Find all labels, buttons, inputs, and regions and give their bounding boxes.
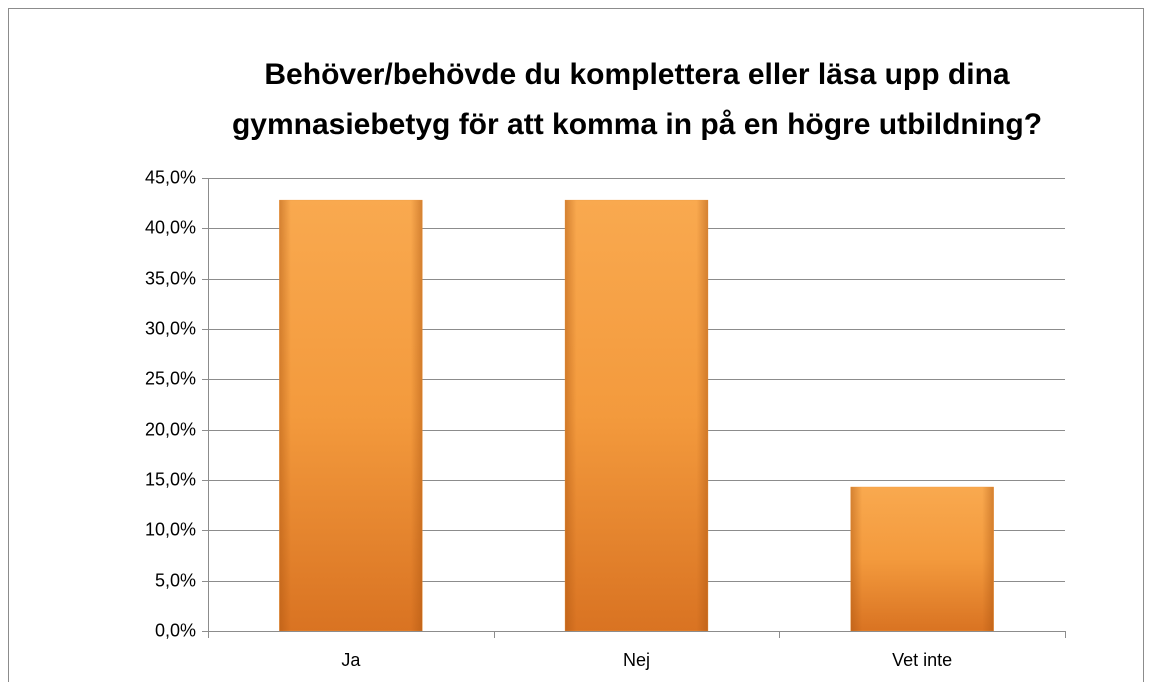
y-tick-label: 0,0%: [155, 620, 196, 640]
bar-shade: [850, 487, 994, 631]
y-tick-label: 25,0%: [145, 368, 196, 388]
bar-shade: [565, 200, 708, 631]
x-tick-label: Vet inte: [892, 650, 952, 670]
y-tick-label: 45,0%: [145, 167, 196, 187]
x-tick-label: Ja: [341, 650, 361, 670]
chart-title: gymnasiebetyg för att komma in på en hög…: [232, 108, 1042, 141]
y-tick-label: 20,0%: [145, 419, 196, 439]
y-tick-label: 30,0%: [145, 318, 196, 338]
y-tick-label: 40,0%: [145, 217, 196, 237]
y-tick-label: 10,0%: [145, 519, 196, 539]
y-tick-label: 35,0%: [145, 268, 196, 288]
bar-shade: [279, 200, 423, 631]
x-tick-label: Nej: [623, 650, 650, 670]
chart-title: Behöver/behövde du komplettera eller läs…: [264, 58, 1010, 91]
y-tick-label: 15,0%: [145, 469, 196, 489]
y-tick-label: 5,0%: [155, 570, 196, 590]
